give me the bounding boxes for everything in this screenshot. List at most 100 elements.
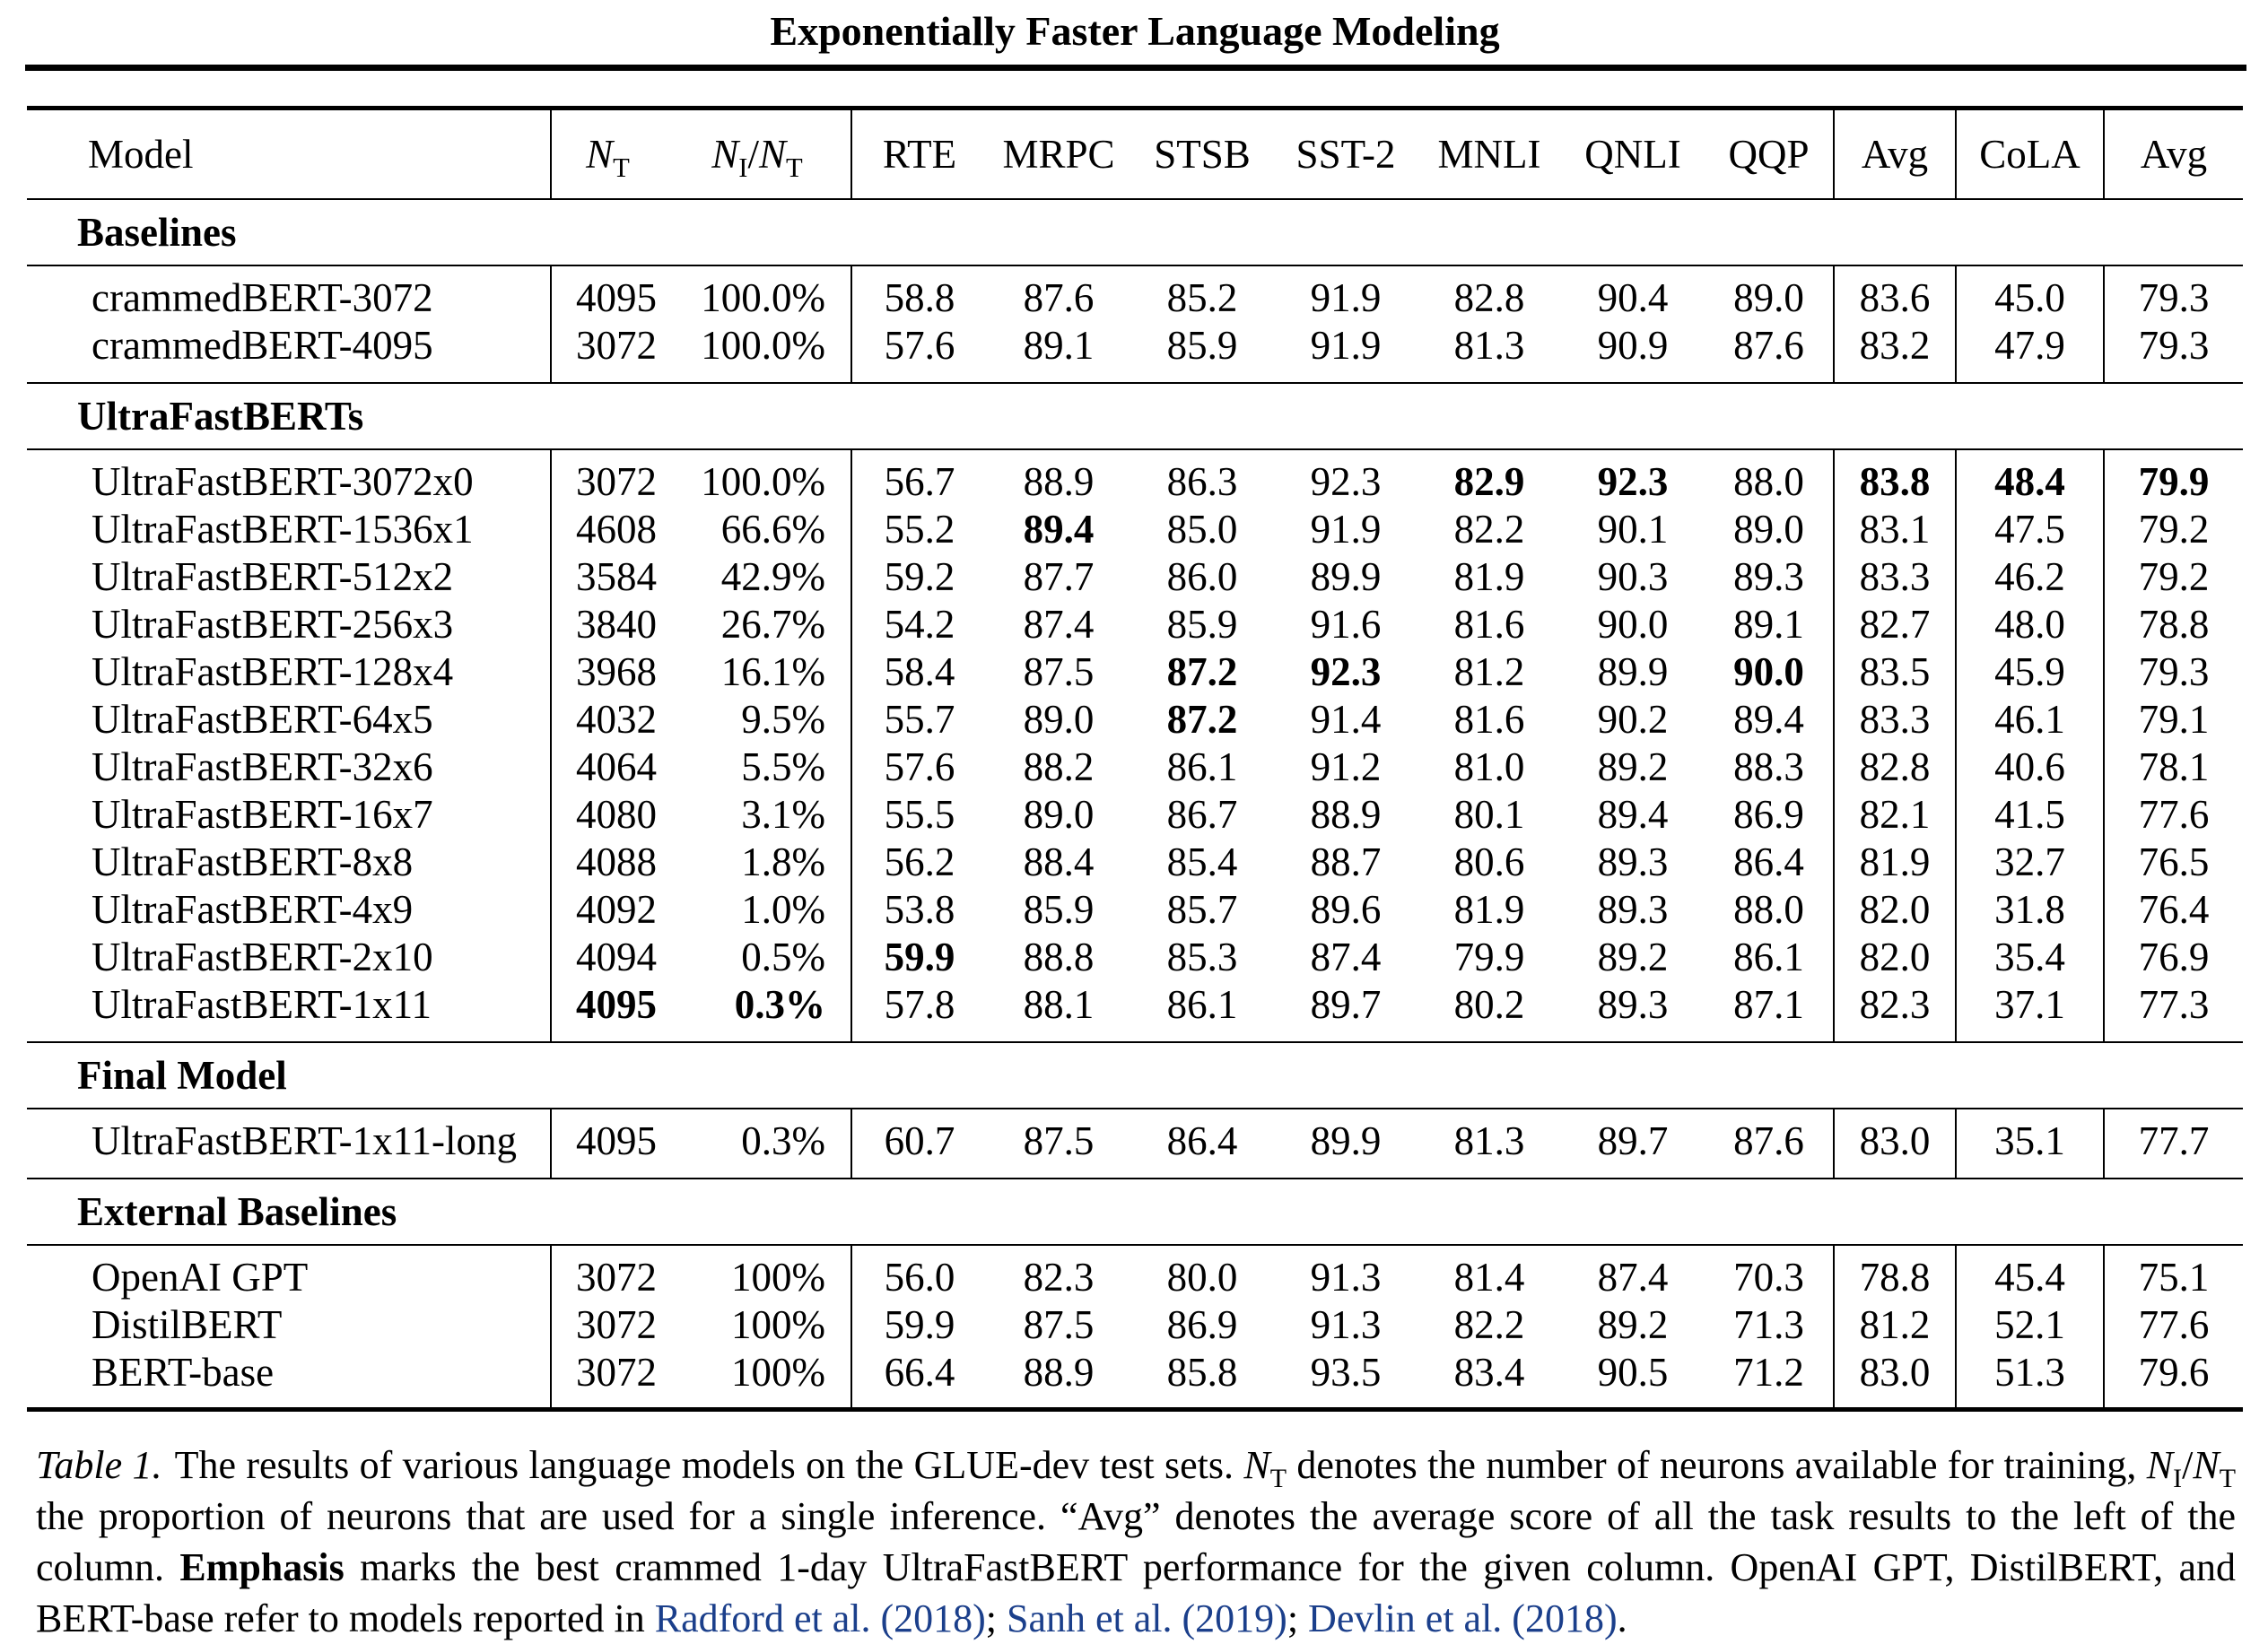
- score-cell: 86.4: [1733, 839, 1804, 884]
- score-cell: 51.3: [1955, 1348, 2104, 1396]
- spacer-cell: [664, 369, 851, 384]
- score-cell: 76.5: [2103, 838, 2243, 885]
- spacer-cell: [1130, 369, 1274, 384]
- score-cell: 87.5: [1023, 648, 1095, 694]
- score-cell: 89.4: [1733, 696, 1804, 742]
- spacer-cell: [664, 265, 851, 274]
- score-cell: 89.9: [1310, 553, 1382, 599]
- section-header: UltraFastBERTs: [27, 383, 2243, 450]
- score-cell: 88.0: [1733, 886, 1804, 932]
- score-cell: 86.7: [1166, 791, 1238, 837]
- score-cell: 83.2: [1833, 321, 1956, 369]
- table-row: BERT-base 3072 100% 66.4 88.9 85.8 93.5 83.4 90.…: [27, 1348, 2243, 1396]
- spacer-cell: [2103, 1028, 2243, 1043]
- score-cell: 85.7: [1166, 886, 1238, 932]
- score-cell: 45.9: [1955, 648, 2104, 695]
- column-header-qnli: QNLI: [1561, 108, 1705, 200]
- score-cell: 91.3: [1310, 1254, 1382, 1300]
- spacer-cell: [1418, 1164, 1561, 1179]
- score-cell: 85.3: [1166, 934, 1238, 979]
- spacer-cell: [664, 449, 851, 457]
- model-cell: UltraFastBERT-4x9: [92, 886, 414, 932]
- score-cell: 35.4: [1955, 933, 2104, 980]
- score-cell: 47.5: [1955, 505, 2104, 552]
- score-cell: 89.7: [1310, 981, 1382, 1027]
- score-cell: 83.8: [1833, 457, 1956, 505]
- table-row: UltraFastBERT-1536x1 4608 66.6% 55.2 89.4 85.…: [27, 505, 2243, 552]
- spacer-cell: [27, 1396, 551, 1410]
- spacer-row: [27, 1245, 2243, 1253]
- score-cell: 81.6: [1453, 601, 1525, 647]
- spacer-cell: [550, 1028, 664, 1043]
- score-cell: 81.2: [1833, 1300, 1956, 1348]
- spacer-cell: [1561, 1028, 1705, 1043]
- score-cell: 87.2: [1166, 648, 1238, 694]
- spacer-cell: [1833, 1028, 1956, 1043]
- score-cell: 81.2: [1453, 648, 1525, 694]
- score-cell: 91.6: [1310, 601, 1382, 647]
- spacer-cell: [1418, 265, 1561, 274]
- spacer-cell: [1705, 265, 1834, 274]
- citation-link[interactable]: Radford et al. (2018): [654, 1596, 986, 1640]
- score-cell: 48.0: [1955, 600, 2104, 648]
- score-cell: 88.2: [1023, 744, 1095, 789]
- spacer-cell: [1130, 1164, 1274, 1179]
- spacer-cell: [2103, 1164, 2243, 1179]
- score-cell: 5.5%: [741, 744, 825, 789]
- score-cell: 40.6: [1955, 743, 2104, 790]
- score-cell: 58.8: [850, 274, 987, 321]
- score-cell: 91.4: [1310, 696, 1382, 742]
- spacer-cell: [550, 1164, 664, 1179]
- score-cell: 0.5%: [741, 934, 825, 979]
- score-cell: 79.2: [2103, 505, 2243, 552]
- spacer-cell: [1418, 1245, 1561, 1253]
- spacer-cell: [1418, 1396, 1561, 1410]
- math-n: N: [1243, 1443, 1270, 1487]
- score-cell: 79.2: [2103, 552, 2243, 600]
- score-cell: 71.3: [1733, 1301, 1804, 1347]
- score-cell: 89.4: [1597, 791, 1669, 837]
- column-header-qqp: QQP: [1705, 108, 1834, 200]
- score-cell: 77.7: [2103, 1117, 2243, 1164]
- section-header: External Baselines: [27, 1179, 2243, 1246]
- math-n: N: [2193, 1443, 2220, 1487]
- score-cell: 83.4: [1453, 1349, 1525, 1395]
- score-cell: 86.1: [1733, 934, 1804, 979]
- caption: Table 1. The results of various language …: [36, 1440, 2236, 1644]
- score-cell: 53.8: [850, 885, 987, 933]
- column-header-cola: CoLA: [1955, 108, 2104, 200]
- column-header-stsb: STSB: [1130, 108, 1274, 200]
- score-cell: 85.9: [1166, 601, 1238, 647]
- score-cell: 78.8: [2103, 600, 2243, 648]
- score-cell: 90.3: [1597, 553, 1669, 599]
- score-cell: 47.9: [1955, 321, 2104, 369]
- score-cell: 80.6: [1453, 839, 1525, 884]
- citation-link[interactable]: Devlin et al. (2018): [1308, 1596, 1618, 1640]
- score-cell: 4080: [550, 790, 664, 838]
- spacer-cell: [1130, 449, 1274, 457]
- citation-link[interactable]: Sanh et al. (2019): [1007, 1596, 1287, 1640]
- score-cell: 81.9: [1453, 553, 1525, 599]
- score-cell: 87.2: [1166, 696, 1238, 742]
- score-cell: 46.1: [1955, 695, 2104, 743]
- score-cell: 85.4: [1166, 839, 1238, 884]
- spacer-row: [27, 1396, 2243, 1410]
- column-header-model: Model: [27, 108, 551, 200]
- score-cell: 82.0: [1833, 933, 1956, 980]
- score-cell: 86.1: [1166, 981, 1238, 1027]
- caption-text: ;: [1287, 1596, 1309, 1640]
- model-cell: DistilBERT: [92, 1301, 283, 1347]
- score-cell: 57.6: [850, 321, 987, 369]
- score-cell: 48.4: [1955, 457, 2104, 505]
- score-cell: 89.3: [1597, 839, 1669, 884]
- spacer-cell: [1561, 449, 1705, 457]
- score-cell: 87.5: [1023, 1118, 1095, 1163]
- score-cell: 57.8: [850, 980, 987, 1028]
- spacer-cell: [1130, 1028, 1274, 1043]
- spacer-cell: [550, 449, 664, 457]
- spacer-cell: [1130, 265, 1274, 274]
- model-cell: UltraFastBERT-3072x0: [92, 458, 474, 504]
- caption-text: ;: [985, 1596, 1007, 1640]
- spacer-cell: [1418, 1109, 1561, 1117]
- spacer-row: [27, 1109, 2243, 1117]
